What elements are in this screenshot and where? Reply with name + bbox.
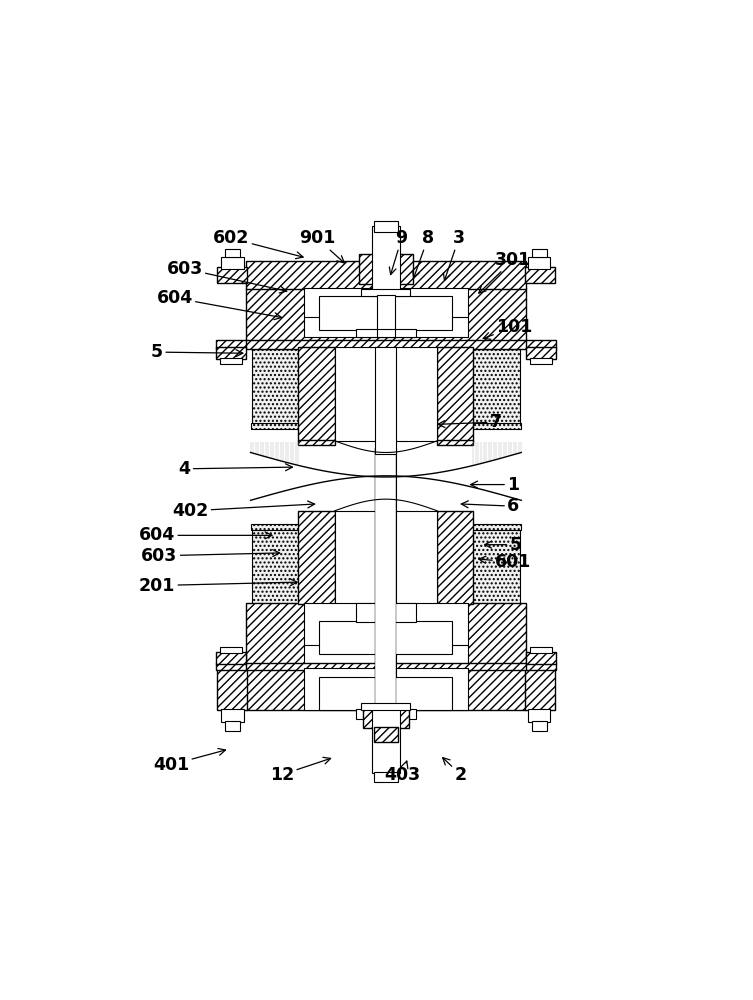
Text: 603: 603 [166,260,287,293]
Text: 5: 5 [151,343,243,361]
Text: 9: 9 [389,229,407,275]
Bar [395,254,413,284]
Bar [532,249,547,257]
Text: 4: 4 [178,460,292,478]
Text: 901: 901 [299,229,344,263]
Text: 1: 1 [471,476,520,494]
Bar [374,221,398,232]
Bar [526,340,556,349]
Bar [298,347,334,441]
Bar [245,663,527,670]
Text: 201: 201 [139,577,297,595]
Text: 7: 7 [438,413,501,431]
Text: 604: 604 [139,526,272,544]
Text: 2: 2 [443,758,467,784]
Bar [355,603,416,622]
Bar [217,267,247,283]
Bar [529,709,550,722]
Bar [215,347,245,359]
Text: 601: 601 [479,553,532,571]
Text: 3: 3 [444,229,465,280]
Bar [437,440,474,445]
Bar [334,511,437,604]
Text: 8: 8 [413,229,434,278]
Bar [319,677,453,710]
Bar [472,423,521,429]
Bar [217,668,247,710]
Text: 301: 301 [479,251,532,293]
Bar [245,340,527,349]
Text: 6: 6 [462,497,520,515]
Bar [298,511,334,604]
Bar [374,727,398,742]
Text: 602: 602 [213,229,303,259]
Text: 101: 101 [483,318,532,339]
Bar [376,329,395,337]
Text: 402: 402 [172,501,315,520]
Bar [251,524,300,530]
Bar [361,289,410,296]
Bar [526,347,556,359]
Bar [392,709,410,728]
Bar [221,257,243,269]
Bar [529,257,550,269]
Bar [372,709,400,773]
Bar [215,663,245,670]
Bar [334,347,437,441]
Bar [532,721,547,731]
Text: 12: 12 [270,757,331,784]
Text: 403: 403 [384,761,420,784]
Bar [319,296,453,330]
Bar [245,288,526,342]
Bar [304,668,468,710]
Bar [225,249,240,257]
Text: 603: 603 [142,547,279,565]
Bar [437,347,474,441]
Bar [215,340,245,349]
Text: 5: 5 [485,536,522,554]
Bar [252,349,300,424]
Bar [215,652,245,664]
Bar [221,709,243,722]
Text: 401: 401 [153,748,225,774]
Bar [359,254,376,284]
Bar [298,440,334,445]
Bar [245,668,526,710]
Bar [220,647,242,653]
Bar [472,349,520,424]
Bar [251,423,300,429]
Bar [376,448,396,773]
Bar [525,668,555,710]
Bar [374,772,398,782]
Bar [225,721,240,731]
Bar [472,524,521,530]
Bar [530,647,552,653]
Bar [252,528,300,604]
Bar [526,663,556,670]
Bar [361,703,410,710]
Bar [376,295,395,330]
Bar [526,652,556,664]
Bar [355,709,416,719]
Bar [220,358,242,364]
Bar [437,511,474,604]
Bar [245,261,526,289]
Bar [363,709,380,728]
Bar [304,603,468,664]
Bar [530,358,552,364]
Bar [372,226,400,296]
Bar [304,288,468,337]
Bar [376,347,396,454]
Bar [355,329,416,337]
Bar [319,621,453,654]
Text: 604: 604 [157,289,282,320]
Bar [245,603,526,664]
Bar [525,267,555,283]
Bar [472,528,520,604]
